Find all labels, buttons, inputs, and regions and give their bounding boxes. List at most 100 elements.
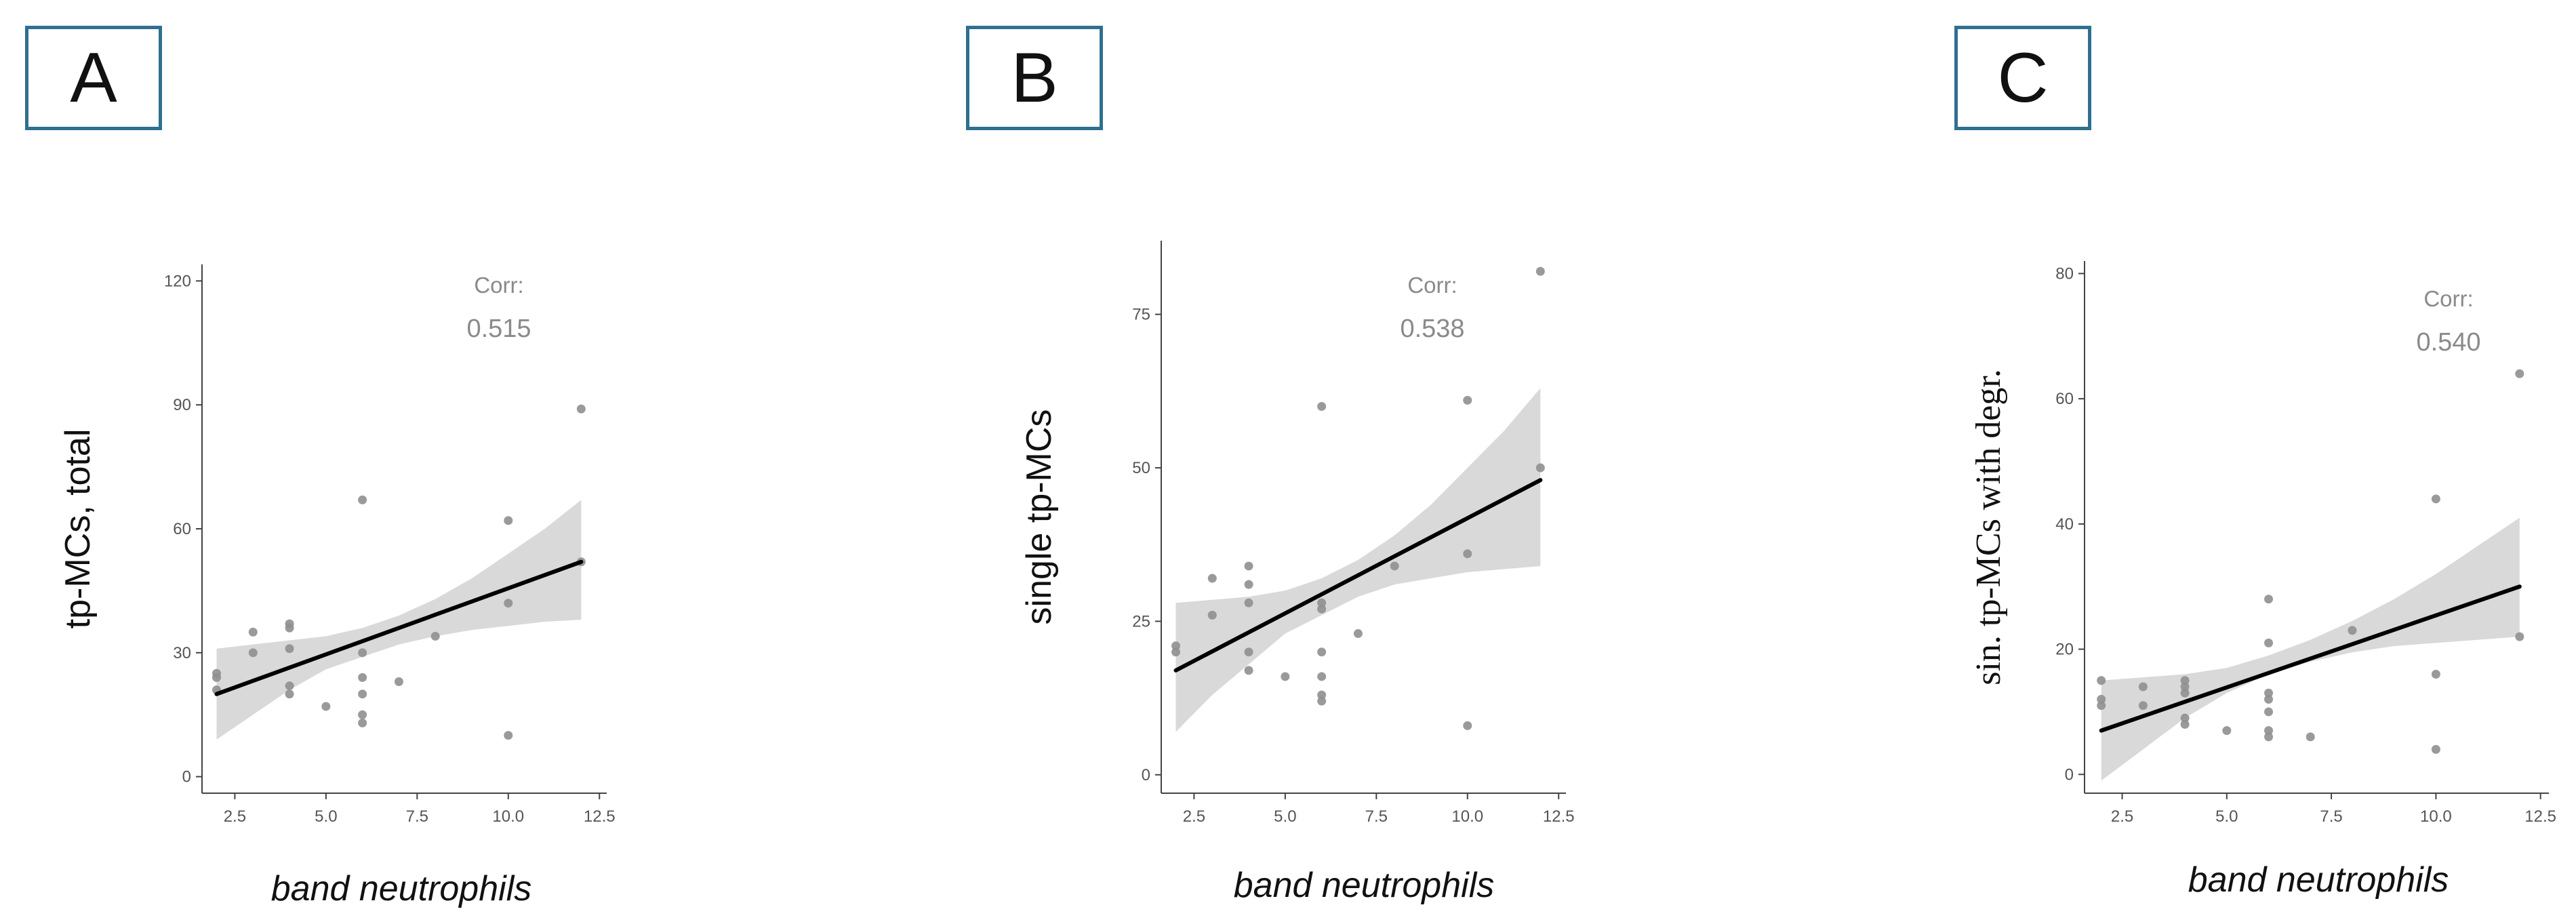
data-point xyxy=(1317,647,1327,657)
corr-label: Corr: xyxy=(1407,273,1457,298)
y-tick-label: 0 xyxy=(1142,766,1150,784)
data-point xyxy=(2180,713,2190,723)
y-tick-label: 120 xyxy=(164,272,191,290)
data-point xyxy=(358,718,367,727)
data-point xyxy=(285,681,294,691)
panel-label-c: C xyxy=(1954,26,2091,130)
data-point xyxy=(285,644,294,654)
data-point xyxy=(358,495,367,504)
chart-a: 0 30 60 90 120 2.5 5.0 7.5 10.0 12.5 Corr: 0.515 tp-… xyxy=(58,264,616,908)
y-tick-label: 75 xyxy=(1132,306,1150,324)
x-tick-label: 12.5 xyxy=(2524,807,2556,826)
data-point xyxy=(2515,632,2524,641)
data-point xyxy=(1244,666,1253,675)
data-point xyxy=(285,689,294,699)
data-point xyxy=(2180,688,2190,698)
data-point xyxy=(430,631,440,641)
x-tick-label: 5.0 xyxy=(2215,807,2238,826)
y-tick-label: 80 xyxy=(2055,264,2074,283)
x-tick-label: 2.5 xyxy=(2111,807,2133,826)
x-tick-label: 2.5 xyxy=(224,807,246,826)
data-point xyxy=(2264,688,2274,698)
data-point xyxy=(212,668,222,678)
data-point xyxy=(2264,732,2274,742)
y-tick-label: 25 xyxy=(1132,612,1150,630)
y-tick-label: 20 xyxy=(2055,641,2074,659)
data-point xyxy=(2180,719,2190,729)
data-point xyxy=(248,627,258,637)
data-point xyxy=(358,673,367,682)
data-point xyxy=(2515,369,2524,378)
y-tick-label: 30 xyxy=(173,644,191,662)
data-point xyxy=(2097,676,2106,685)
x-axis-title: band neutrophils xyxy=(1234,866,1495,905)
data-point xyxy=(2097,694,2106,704)
data-point xyxy=(1244,598,1253,607)
x-tick-label: 10.0 xyxy=(492,807,524,826)
data-point xyxy=(1244,580,1253,589)
data-point xyxy=(1317,690,1327,700)
y-axis-title: tp-MCs, total xyxy=(58,429,98,629)
x-tick-label: 10.0 xyxy=(2420,807,2452,826)
x-tick-label: 12.5 xyxy=(584,807,616,826)
data-point xyxy=(1353,629,1363,639)
corr-label: Corr: xyxy=(474,273,523,298)
data-point xyxy=(2348,626,2357,635)
data-point xyxy=(1207,610,1217,620)
y-tick-label: 40 xyxy=(2055,515,2074,534)
corr-value: 0.538 xyxy=(1400,315,1464,343)
data-point xyxy=(1244,647,1253,657)
x-tick-label: 5.0 xyxy=(315,807,337,826)
data-point xyxy=(2431,670,2440,679)
y-tick-label: 90 xyxy=(173,396,191,414)
data-point xyxy=(394,677,403,686)
data-point xyxy=(2264,726,2274,736)
data-point xyxy=(358,648,367,658)
corr-value: 0.515 xyxy=(466,315,531,343)
data-point xyxy=(2138,701,2148,710)
x-tick-label: 7.5 xyxy=(406,807,428,826)
data-point xyxy=(576,404,586,414)
data-point xyxy=(1207,574,1217,583)
data-point xyxy=(1535,463,1545,473)
chart-c: 0 20 40 60 80 2.5 5.0 7.5 10.0 12.5 Corr: 0.540 sin.… xyxy=(1969,261,2556,900)
data-point xyxy=(285,623,294,633)
corr-label: Corr: xyxy=(2423,286,2473,311)
data-point xyxy=(1535,266,1545,276)
data-point xyxy=(1171,641,1181,651)
data-point xyxy=(1317,604,1327,614)
data-point xyxy=(1317,402,1327,411)
x-tick-label: 7.5 xyxy=(1365,807,1388,826)
data-point xyxy=(2097,701,2106,710)
panel-label-b: B xyxy=(966,26,1103,130)
x-tick-label: 2.5 xyxy=(1183,807,1205,826)
data-point xyxy=(2264,707,2274,717)
panel-label-a: A xyxy=(25,26,162,130)
y-axis-title: sin. tp-MCs with degr. xyxy=(1969,369,2008,685)
data-point xyxy=(1171,647,1181,657)
y-tick-label: 0 xyxy=(2065,765,2074,784)
data-point xyxy=(321,702,331,711)
data-point xyxy=(1463,721,1472,730)
data-point xyxy=(2264,638,2274,647)
data-point xyxy=(2306,732,2315,742)
data-point xyxy=(358,710,367,719)
y-tick-label: 50 xyxy=(1132,459,1150,477)
data-point xyxy=(2431,494,2440,504)
data-point xyxy=(2264,595,2274,604)
confidence-band xyxy=(2101,517,2520,781)
data-point xyxy=(358,689,367,699)
data-point xyxy=(248,648,258,658)
confidence-band xyxy=(216,500,582,740)
panel-label-c-text: C xyxy=(1997,38,2049,117)
data-point xyxy=(2222,726,2232,736)
x-tick-label: 12.5 xyxy=(1543,807,1575,826)
panel-label-b-text: B xyxy=(1011,38,1058,117)
data-point xyxy=(1317,598,1327,607)
data-point xyxy=(1317,672,1327,681)
regression-line xyxy=(2099,584,2522,733)
data-point xyxy=(1317,696,1327,706)
data-point xyxy=(2180,682,2190,692)
regression-line xyxy=(1173,478,1543,673)
x-tick-label: 5.0 xyxy=(1274,807,1296,826)
